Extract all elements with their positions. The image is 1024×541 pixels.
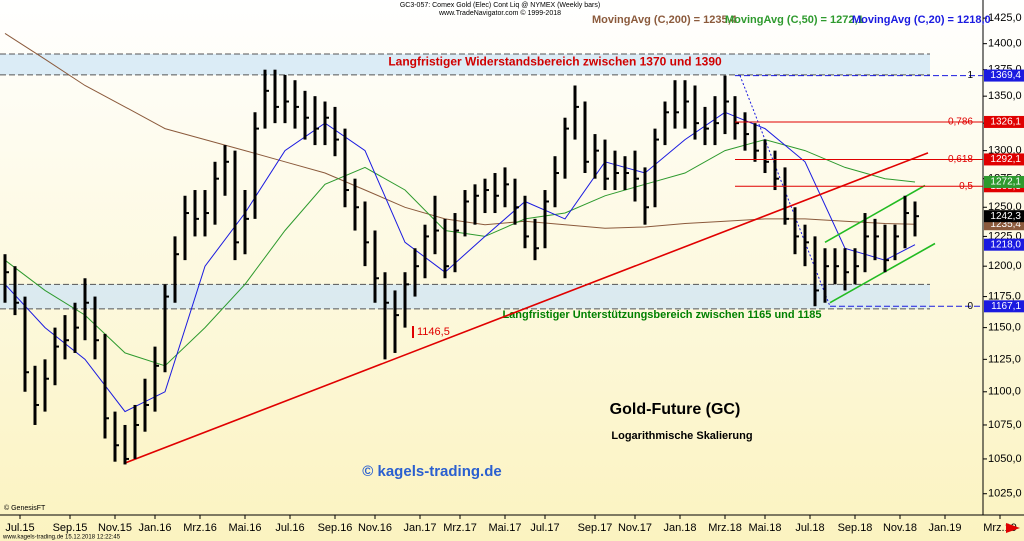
x-tick-label: Mrz.18 bbox=[708, 522, 742, 534]
x-tick-label: Mrz.17 bbox=[443, 522, 477, 534]
y-tick-label: 1050,0 bbox=[988, 453, 1022, 465]
price-box-label: 1326,1 bbox=[990, 117, 1021, 128]
zone-label: Langfristiger Widerstandsbereich zwische… bbox=[388, 55, 722, 69]
price-box-label: 1369,4 bbox=[990, 70, 1021, 81]
fib-label: 1 bbox=[967, 70, 973, 81]
y-tick-label: 1125,0 bbox=[988, 353, 1021, 365]
price-box-label: 1292,1 bbox=[990, 154, 1021, 165]
price-box bbox=[984, 115, 1024, 128]
x-tick-label: Jul.17 bbox=[530, 522, 559, 534]
fib-label: 0,618 bbox=[948, 154, 973, 165]
price-box bbox=[984, 69, 1024, 82]
scroll-arrow bbox=[1006, 523, 1020, 533]
x-tick-label: Sep.16 bbox=[318, 522, 353, 534]
y-tick-label: 1175,0 bbox=[988, 290, 1021, 302]
x-tick-label: Jul.16 bbox=[275, 522, 304, 534]
watermark: © kagels-trading.de bbox=[362, 463, 501, 480]
header-sub: www.TradeNavigator.com © 1999-2018 bbox=[438, 9, 561, 17]
price-box-label: 1218,0 bbox=[990, 239, 1021, 250]
trendline bbox=[124, 152, 929, 464]
price-box bbox=[984, 210, 1024, 223]
y-tick-label: 1075,0 bbox=[988, 419, 1022, 431]
x-tick-label: Jan.18 bbox=[663, 522, 696, 534]
price-box-label: 1167,1 bbox=[991, 301, 1021, 312]
x-tick-label: Jul.18 bbox=[795, 522, 824, 534]
trendline bbox=[824, 184, 926, 244]
y-tick-label: 1400,0 bbox=[988, 38, 1022, 50]
trendline bbox=[739, 75, 831, 307]
legend-entry: MovingAvg (C,20) = 1218,0 bbox=[852, 14, 991, 26]
zone bbox=[0, 54, 930, 75]
fib-label: 0,5 bbox=[959, 181, 973, 192]
x-tick-label: Jan.16 bbox=[138, 522, 171, 534]
price-box-label: 1235,4 bbox=[990, 219, 1021, 230]
annotation: 1146,5 bbox=[417, 326, 450, 338]
x-tick-label: Jul.15 bbox=[5, 522, 34, 534]
y-tick-label: 1250,0 bbox=[988, 201, 1022, 213]
legend-entry: MovingAvg (C,50) = 1272,1 bbox=[725, 14, 864, 26]
price-box bbox=[984, 238, 1024, 251]
y-tick-label: 1350,0 bbox=[988, 90, 1022, 102]
y-tick-label: 1425,0 bbox=[988, 12, 1022, 24]
y-tick-label: 1025,0 bbox=[988, 488, 1022, 500]
x-tick-label: Mai.18 bbox=[748, 522, 781, 534]
price-box bbox=[984, 153, 1024, 166]
x-tick-label: Mai.16 bbox=[228, 522, 261, 534]
price-box-label: 1272,1 bbox=[990, 177, 1021, 188]
price-box bbox=[984, 175, 1024, 188]
x-tick-label: Jan.19 bbox=[928, 522, 961, 534]
subtitle: Logarithmische Skalierung bbox=[611, 430, 752, 442]
y-tick-label: 1100,0 bbox=[988, 386, 1021, 398]
y-tick-label: 1150,0 bbox=[988, 322, 1021, 334]
x-tick-label: Jan.17 bbox=[403, 522, 436, 534]
x-tick-label: Sep.17 bbox=[578, 522, 613, 534]
source: © GenesisFT bbox=[4, 504, 46, 512]
x-tick-label: Nov.18 bbox=[883, 522, 917, 534]
x-tick-label: Mai.17 bbox=[488, 522, 521, 534]
header: GC3-057: Comex Gold (Elec) Cont Liq @ NY… bbox=[400, 2, 600, 9]
zone bbox=[0, 284, 930, 309]
y-tick-label: 1200,0 bbox=[988, 260, 1022, 272]
zone-label: Langfristiger Unterstützungsbereich zwis… bbox=[502, 309, 821, 321]
fib-label: 0,786 bbox=[948, 117, 973, 128]
price-box-label: 1242,3 bbox=[990, 211, 1021, 222]
x-tick-label: Nov.16 bbox=[358, 522, 392, 534]
legend-entry: MovingAvg (C,200) = 1235,4 bbox=[592, 14, 738, 26]
footer: www.kagels-trading.de 15.12.2018 12:22:4… bbox=[2, 535, 121, 541]
trendline bbox=[829, 242, 936, 304]
x-tick-label: Sep.18 bbox=[838, 522, 873, 534]
price-box bbox=[984, 300, 1024, 313]
x-tick-label: Sep.15 bbox=[53, 522, 88, 534]
x-tick-label: Nov.15 bbox=[98, 522, 132, 534]
moving-average bbox=[4, 111, 916, 413]
fib-label: 0 bbox=[967, 301, 973, 312]
chart-title: Gold-Future (GC) bbox=[610, 401, 741, 418]
x-tick-label: Mrz.16 bbox=[183, 522, 217, 534]
x-tick-label: Nov.17 bbox=[618, 522, 652, 534]
